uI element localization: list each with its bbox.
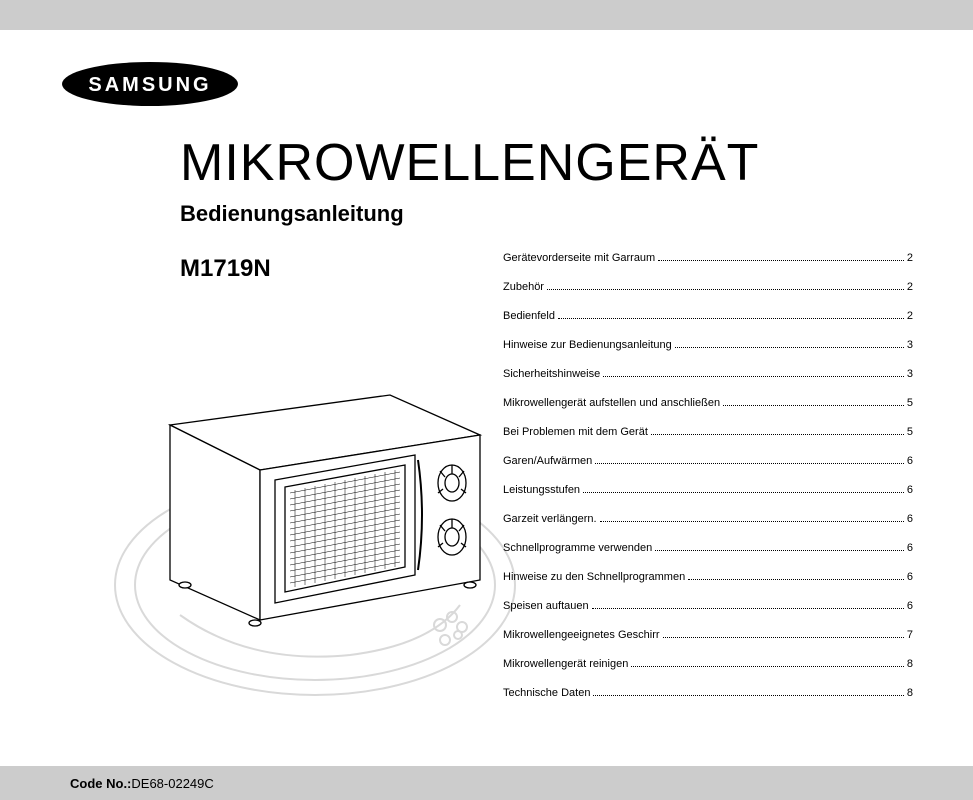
toc-row: Gerätevorderseite mit Garraum 2 xyxy=(503,252,913,264)
toc-row: Hinweise zu den Schnellprogrammen 6 xyxy=(503,571,913,583)
toc-page: 6 xyxy=(907,513,913,525)
toc-dots xyxy=(651,434,904,435)
toc-label: Sicherheitshinweise xyxy=(503,368,600,380)
logo-text: SAMSUNG xyxy=(88,74,211,96)
toc-label: Schnellprogramme verwenden xyxy=(503,542,652,554)
samsung-logo: SAMSUNG xyxy=(60,60,913,113)
toc-dots xyxy=(663,637,904,638)
toc-row: Garen/Aufwärmen 6 xyxy=(503,455,913,467)
toc-page: 2 xyxy=(907,310,913,322)
toc-row: Schnellprogramme verwenden 6 xyxy=(503,542,913,554)
toc-dots xyxy=(723,405,904,406)
microwave-illustration xyxy=(100,365,530,725)
toc-dots xyxy=(558,318,904,319)
toc-label: Technische Daten xyxy=(503,687,590,699)
toc-dots xyxy=(655,550,904,551)
toc-row: Mikrowellengerät aufstellen und anschlie… xyxy=(503,397,913,409)
toc-row: Mikrowellengeeignetes Geschirr 7 xyxy=(503,629,913,641)
toc-label: Garzeit verlängern. xyxy=(503,513,597,525)
toc-page: 7 xyxy=(907,629,913,641)
code-label: Code No.: xyxy=(70,776,131,791)
toc-page: 8 xyxy=(907,687,913,699)
toc-label: Mikrowellengerät aufstellen und anschlie… xyxy=(503,397,720,409)
toc-page: 6 xyxy=(907,542,913,554)
toc-dots xyxy=(675,347,904,348)
toc-row: Mikrowellengerät reinigen 8 xyxy=(503,658,913,670)
toc-page: 6 xyxy=(907,571,913,583)
toc-label: Hinweise zur Bedienungsanleitung xyxy=(503,339,672,351)
toc-page: 5 xyxy=(907,426,913,438)
toc-row: Hinweise zur Bedienungsanleitung 3 xyxy=(503,339,913,351)
toc-row: Bedienfeld 2 xyxy=(503,310,913,322)
toc-label: Mikrowellengeeignetes Geschirr xyxy=(503,629,660,641)
toc-label: Leistungsstufen xyxy=(503,484,580,496)
toc-label: Gerätevorderseite mit Garraum xyxy=(503,252,655,264)
toc-dots xyxy=(603,376,904,377)
toc-page: 8 xyxy=(907,658,913,670)
toc-row: Zubehör 2 xyxy=(503,281,913,293)
subtitle: Bedienungsanleitung xyxy=(180,201,913,227)
toc-page: 6 xyxy=(907,455,913,467)
bottom-bar: Code No.: DE68-02249C xyxy=(0,766,973,800)
toc-dots xyxy=(593,695,903,696)
toc-label: Speisen auftauen xyxy=(503,600,589,612)
toc-label: Zubehör xyxy=(503,281,544,293)
toc-page: 2 xyxy=(907,281,913,293)
toc-dots xyxy=(583,492,904,493)
toc-row: Garzeit verlängern. 6 xyxy=(503,513,913,525)
toc-dots xyxy=(595,463,904,464)
toc-dots xyxy=(547,289,904,290)
toc-page: 6 xyxy=(907,484,913,496)
main-title: MIKROWELLENGERÄT xyxy=(180,133,913,193)
toc-page: 6 xyxy=(907,600,913,612)
toc-page: 3 xyxy=(907,339,913,351)
toc-dots xyxy=(658,260,904,261)
toc-label: Bedienfeld xyxy=(503,310,555,322)
toc-label: Hinweise zu den Schnellprogrammen xyxy=(503,571,685,583)
toc-label: Garen/Aufwärmen xyxy=(503,455,592,467)
toc-label: Bei Problemen mit dem Gerät xyxy=(503,426,648,438)
toc-page: 5 xyxy=(907,397,913,409)
code-value: DE68-02249C xyxy=(131,776,213,791)
toc-row: Leistungsstufen 6 xyxy=(503,484,913,496)
toc-page: 2 xyxy=(907,252,913,264)
toc-dots xyxy=(688,579,904,580)
toc-row: Speisen auftauen 6 xyxy=(503,600,913,612)
toc-row: Sicherheitshinweise 3 xyxy=(503,368,913,380)
toc-dots xyxy=(592,608,904,609)
toc-dots xyxy=(600,521,904,522)
toc-label: Mikrowellengerät reinigen xyxy=(503,658,628,670)
toc-row: Technische Daten 8 xyxy=(503,687,913,699)
page-content: SAMSUNG MIKROWELLENGERÄT Bedienungsanlei… xyxy=(0,30,973,283)
toc-dots xyxy=(631,666,904,667)
toc-row: Bei Problemen mit dem Gerät 5 xyxy=(503,426,913,438)
table-of-contents: Gerätevorderseite mit Garraum 2Zubehör 2… xyxy=(503,252,913,716)
top-bar xyxy=(0,0,973,30)
toc-page: 3 xyxy=(907,368,913,380)
